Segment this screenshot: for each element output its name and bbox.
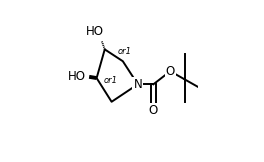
Text: or1: or1	[118, 47, 132, 56]
Text: HO: HO	[68, 70, 86, 83]
Text: O: O	[166, 65, 175, 78]
Text: O: O	[149, 104, 158, 117]
Text: or1: or1	[103, 76, 117, 85]
Text: N: N	[133, 78, 142, 91]
Text: HO: HO	[86, 25, 104, 38]
